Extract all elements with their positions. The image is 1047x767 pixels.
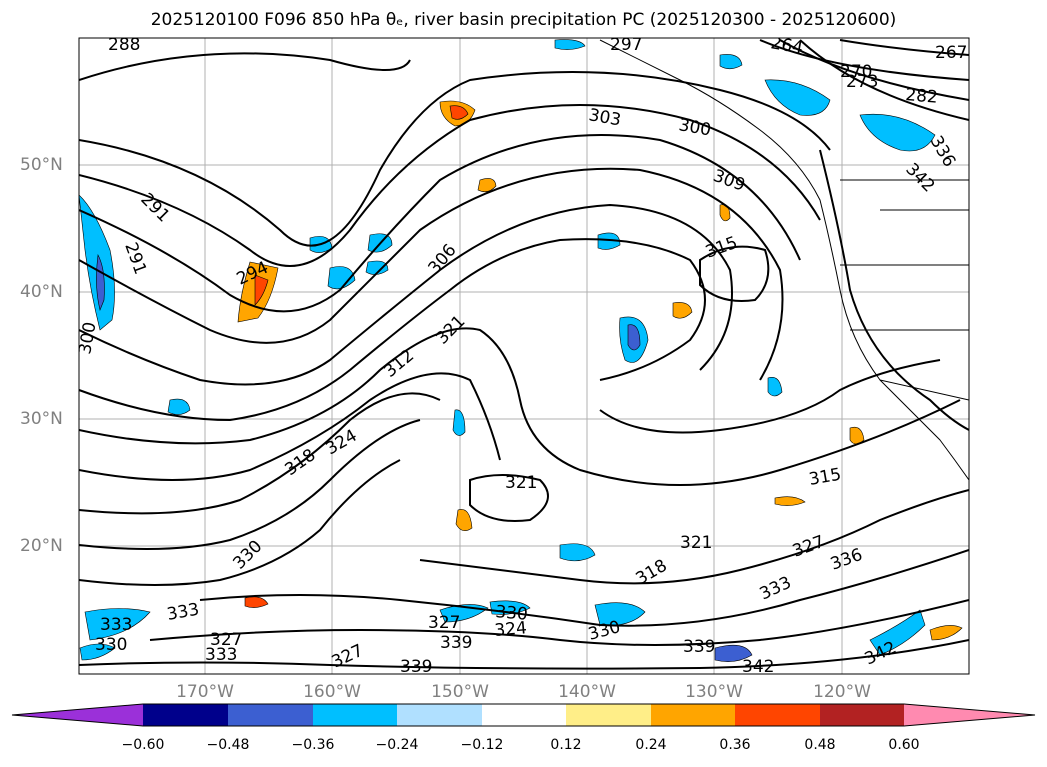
- contour-label: 273: [846, 72, 878, 92]
- colorbar-tick-label: −0.48: [206, 737, 250, 753]
- lon-label-170w: 170°W: [176, 682, 234, 702]
- contour-label: 333: [100, 615, 132, 635]
- colorbar-segment: [313, 704, 397, 726]
- colorbar-segment: [651, 704, 735, 726]
- colorbar-segment: [482, 704, 566, 726]
- theta-e-contours: [79, 39, 969, 670]
- colorbar-segment: [228, 704, 313, 726]
- lat-label-30n: 30°N: [20, 409, 63, 429]
- colorbar-min-extension: [12, 704, 143, 726]
- colorbar-segment: [566, 704, 651, 726]
- colorbar-tick-label: −0.12: [460, 737, 504, 753]
- contour-label: 333: [205, 645, 237, 665]
- contour-label: 339: [440, 633, 472, 653]
- lon-label-140w: 140°W: [558, 682, 616, 702]
- contour-label: 270: [840, 62, 872, 82]
- lat-label-50n: 50°N: [20, 155, 63, 175]
- colorbar-tick-label: 0.36: [719, 737, 751, 753]
- contour-label: 282: [905, 85, 939, 108]
- lon-label-120w: 120°W: [813, 682, 871, 702]
- colorbar: [11, 703, 1036, 727]
- contour-label: 339: [400, 657, 432, 677]
- colorbar-segment: [735, 704, 820, 726]
- lon-label-150w: 150°W: [431, 682, 489, 702]
- colorbar-tick-label: 0.60: [888, 737, 920, 753]
- contour-label: 321: [680, 533, 712, 553]
- contour-label: 300: [75, 320, 100, 355]
- coastline: [599, 39, 969, 481]
- precip-fill: [79, 39, 963, 662]
- contour-label: 267: [935, 43, 967, 63]
- colorbar-segment: [143, 704, 228, 726]
- contour-label: 324: [494, 618, 528, 641]
- map-title: 2025120100 F096 850 hPa θₑ, river basin …: [150, 10, 897, 30]
- colorbar-tick-label: 0.24: [635, 737, 667, 753]
- lat-label-40n: 40°N: [20, 282, 63, 302]
- lon-label-130w: 130°W: [685, 682, 743, 702]
- lon-label-160w: 160°W: [303, 682, 361, 702]
- colorbar-tick-label: 0.12: [550, 737, 582, 753]
- contour-label: 342: [742, 657, 774, 677]
- colorbar-tick-label: −0.36: [291, 737, 335, 753]
- map-frame: [78, 37, 970, 675]
- colorbar-max-extension: [904, 704, 1035, 726]
- colorbar-segment: [820, 704, 904, 726]
- colorbar-tick-label: −0.24: [375, 737, 419, 753]
- contour-label: 330: [495, 602, 529, 625]
- contour-label: 297: [610, 35, 642, 55]
- contour-label: 321: [505, 473, 537, 493]
- lat-label-20n: 20°N: [20, 536, 63, 556]
- contour-label: 339: [683, 637, 715, 657]
- contour-label: 330: [95, 635, 127, 655]
- map-area: [79, 38, 969, 674]
- contour-label: 264: [769, 33, 804, 58]
- colorbar-segment: [397, 704, 482, 726]
- contour-label: 327: [210, 630, 242, 650]
- contour-label: 288: [108, 35, 140, 55]
- colorbar-tick-label: −0.60: [121, 737, 165, 753]
- colorbar-tick-label: 0.48: [804, 737, 836, 753]
- contour-label: 327: [428, 613, 460, 633]
